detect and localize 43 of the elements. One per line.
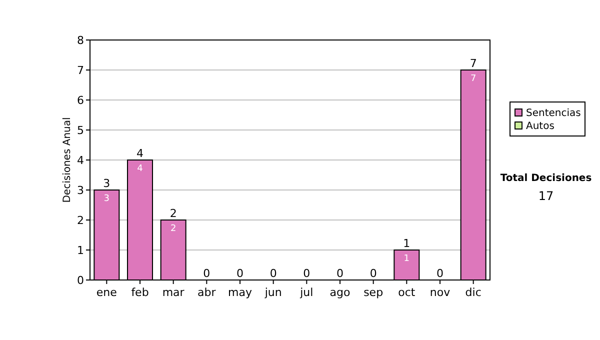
x-tick-label: jul (299, 286, 314, 299)
x-tick-label: nov (430, 286, 451, 299)
total-label: 0 (236, 267, 244, 280)
data-label: 1 (404, 254, 410, 264)
total-label: 2 (170, 207, 177, 220)
total-label: 0 (203, 267, 210, 280)
y-tick-label: 6 (77, 94, 84, 107)
y-tick-label: 8 (77, 34, 84, 47)
y-tick-label: 3 (77, 184, 84, 197)
total-label: 0 (336, 267, 344, 280)
x-tick-label: feb (131, 286, 149, 299)
x-tick-label: may (228, 286, 252, 299)
x-tick-label: sep (364, 286, 384, 299)
text: Total Decisiones (500, 173, 592, 184)
data-label: 7 (470, 74, 476, 84)
total-label: 0 (303, 267, 310, 280)
total-label: 0 (436, 267, 444, 280)
total-label: 0 (370, 267, 377, 280)
x-tick-label: ene (96, 286, 118, 299)
x-tick-label: mar (162, 286, 185, 299)
y-tick-label: 0 (77, 274, 84, 287)
y-tick-label: 5 (77, 124, 84, 137)
legend-label: Autos (526, 121, 554, 132)
data-label: 2 (170, 224, 176, 234)
x-tick-label: jun (264, 286, 282, 299)
total-label: 3 (103, 177, 110, 190)
x-tick-label: dic (465, 286, 482, 299)
x-tick-label: abr (198, 286, 216, 299)
y-tick-label: 7 (77, 64, 84, 77)
data-label: 4 (137, 164, 144, 174)
x-tick-label: oct (398, 286, 416, 299)
total-label: 0 (270, 267, 277, 280)
legend-label: Sentencias (526, 108, 581, 119)
x-tick-label: ago (330, 286, 350, 299)
total-label: 7 (470, 57, 477, 70)
y-tick-label: 1 (77, 244, 84, 257)
y-tick-label: 4 (77, 154, 84, 167)
y-tick-label: 2 (77, 214, 84, 227)
total-label: 1 (403, 237, 410, 250)
y-axis-title: Decisiones Anual (62, 117, 73, 203)
data-label: 3 (104, 194, 110, 204)
total-label: 4 (136, 147, 144, 160)
text: 17 (538, 189, 554, 203)
